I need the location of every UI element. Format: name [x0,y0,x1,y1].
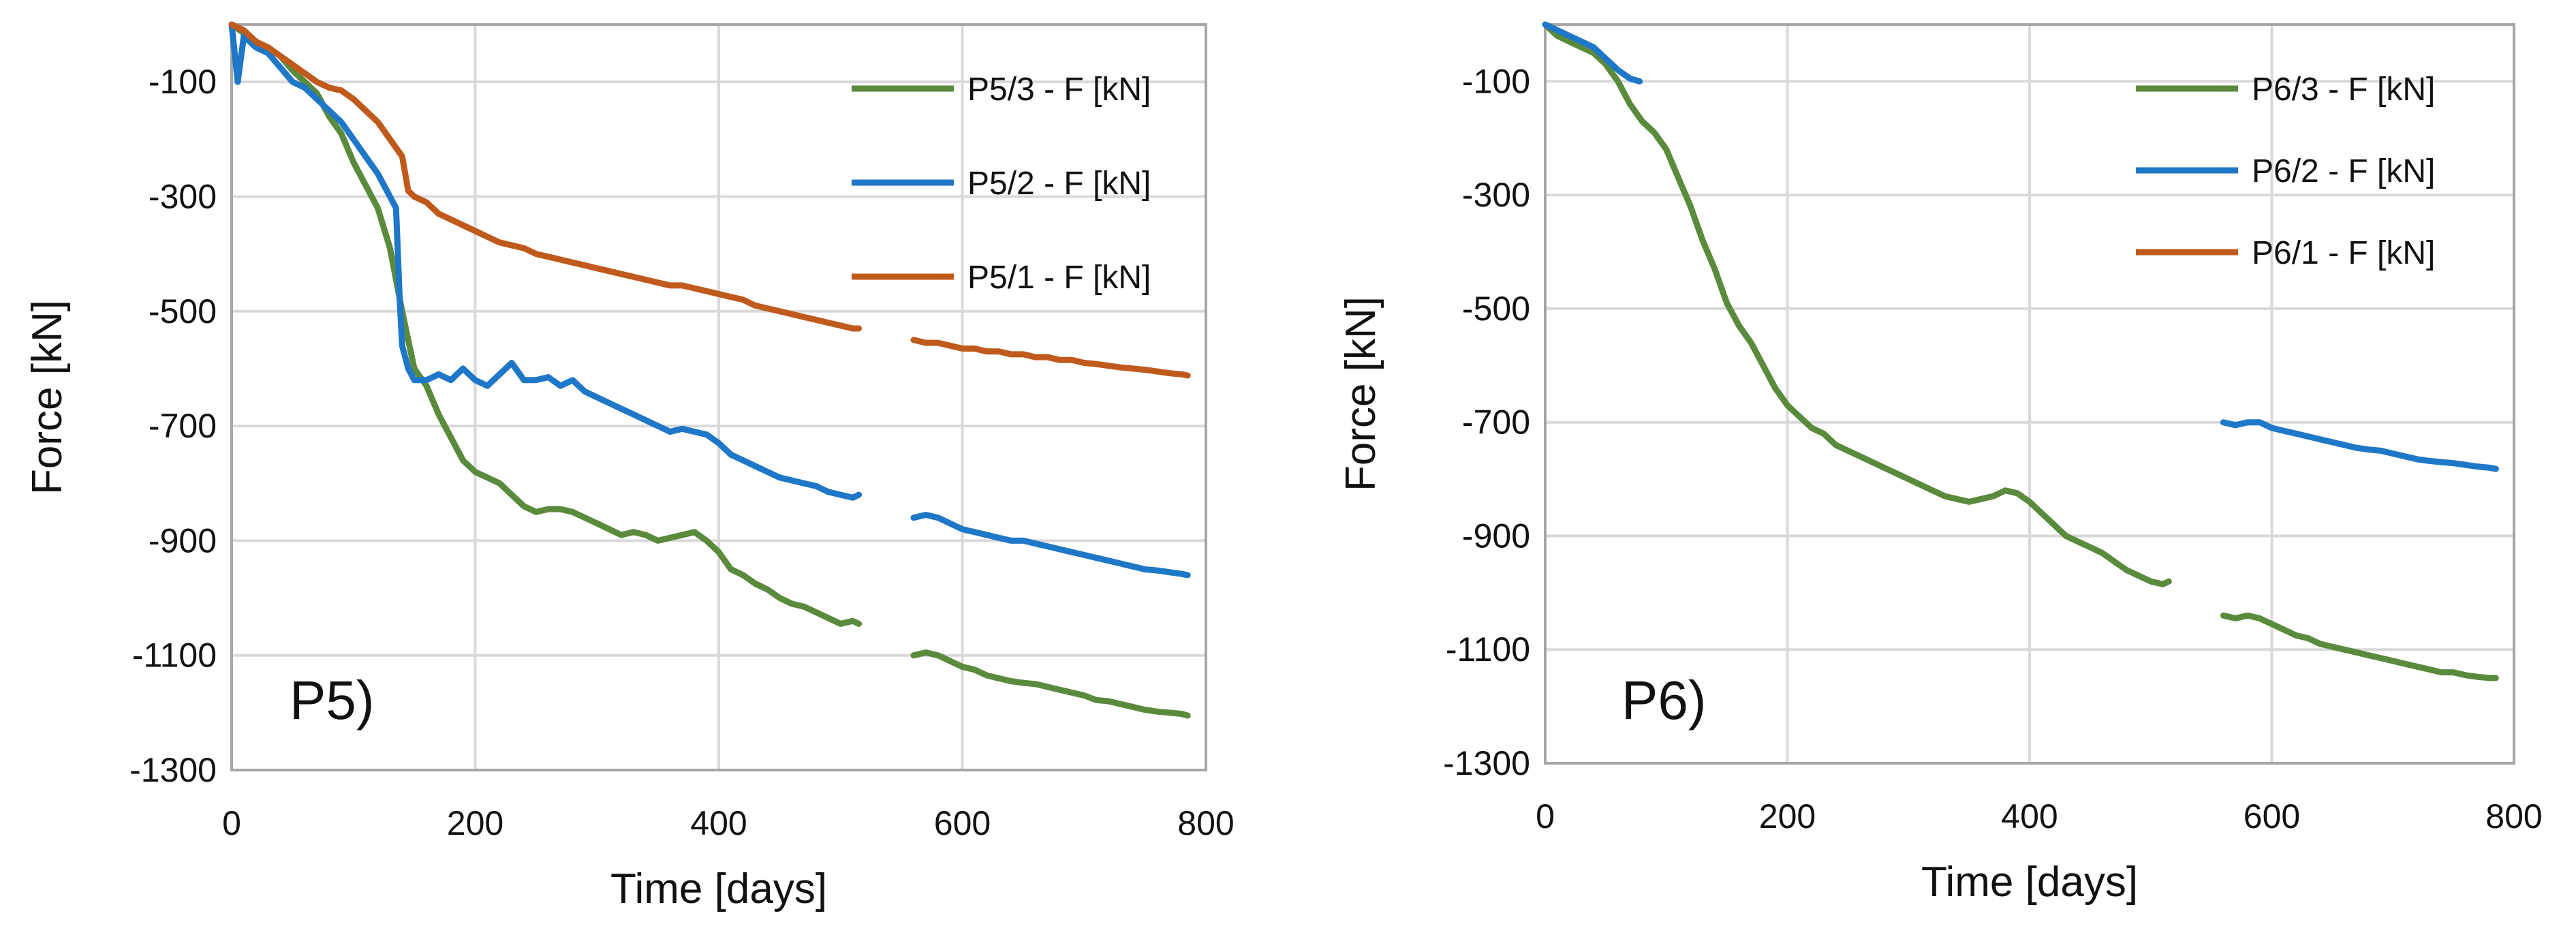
plot-border [1544,23,2515,765]
y-tick-label: -1300 [129,751,217,789]
series-line-p1 [228,21,863,332]
panel-label: P6) [1621,670,1707,731]
x-axis-title: Time [days] [610,865,827,912]
x-tick-label: 200 [447,804,503,842]
panel-label: P5) [290,670,375,731]
legend-label: P5/2 - F [kN] [967,166,1151,202]
legend-label: P5/3 - F [kN] [967,72,1151,108]
y-tick-label: -100 [1462,62,1530,100]
y-tick-label: -700 [1462,403,1530,442]
y-axis-title: Force [kN] [24,300,71,495]
chart-panel-p6: -100 -300 -500 -700 -900 -1100 -1300 0 200 400 60… [1337,21,2543,906]
series-line-p3 [910,649,1191,719]
y-tick-label: -300 [1462,176,1530,214]
plot-frame [230,23,1207,771]
y-tick-label: -500 [1462,290,1530,328]
x-tick-label: 400 [690,804,747,842]
x-axis-title: Time [days] [1921,859,2138,906]
y-tick-label: -1100 [132,636,217,675]
x-tick-label: 0 [222,804,241,842]
y-tick-label: -100 [149,63,217,101]
x-tick-label: 600 [934,804,991,842]
x-tick-label: 0 [1536,797,1555,835]
x-axis-ticks: 0 200 400 600 800 [1536,797,2543,835]
x-tick-label: 600 [2244,797,2300,835]
plot-border [230,23,1207,771]
series-line-p2 [910,512,1191,579]
legend: P5/3 - F [kN] P5/2 - F [kN] P5/1 - F [kN] [852,72,1151,296]
legend: P6/3 - F [kN] P6/2 - F [kN] P6/1 - F [kN] [2136,72,2435,271]
x-tick-label: 200 [1759,797,1816,835]
x-axis-ticks: 0 200 400 600 800 [222,804,1235,842]
series-line-p2 [1542,21,1643,85]
legend-label: P6/1 - F [kN] [2252,235,2435,271]
series-line-p1 [910,337,1191,379]
grid-lines [230,25,1207,771]
legend-label: P6/3 - F [kN] [2252,72,2435,108]
y-axis-ticks: -100 -300 -500 -700 -900 -1100 -1300 [1443,62,1530,782]
legend-label: P6/2 - F [kN] [2252,153,2435,189]
x-tick-label: 400 [2001,797,2058,835]
series-line-p3 [1542,21,2172,587]
series-line-p3 [2220,612,2499,681]
y-axis-ticks: -100 -300 -500 -700 -900 -1100 -1300 [129,63,217,789]
series-line-p3 [228,21,863,627]
y-tick-label: -500 [149,292,217,331]
x-tick-label: 800 [2485,797,2542,835]
series-line-p2 [2220,419,2499,472]
y-tick-label: -700 [149,407,217,445]
plot-frame [1544,23,2515,765]
chart-panel-p5: -100 -300 -500 -700 -900 -1100 -1300 0 200 400 60… [24,21,1235,912]
series-lines [1542,21,2499,681]
y-tick-label: -900 [149,521,217,559]
series-line-p2 [228,21,863,501]
y-axis-title: Force [kN] [1337,296,1384,491]
legend-label: P5/1 - F [kN] [967,260,1151,296]
y-tick-label: -1100 [1446,630,1530,669]
y-tick-label: -300 [149,177,217,215]
series-lines [228,21,1191,719]
y-tick-label: -900 [1462,517,1530,555]
y-tick-label: -1300 [1443,744,1530,782]
x-tick-label: 800 [1177,804,1234,842]
